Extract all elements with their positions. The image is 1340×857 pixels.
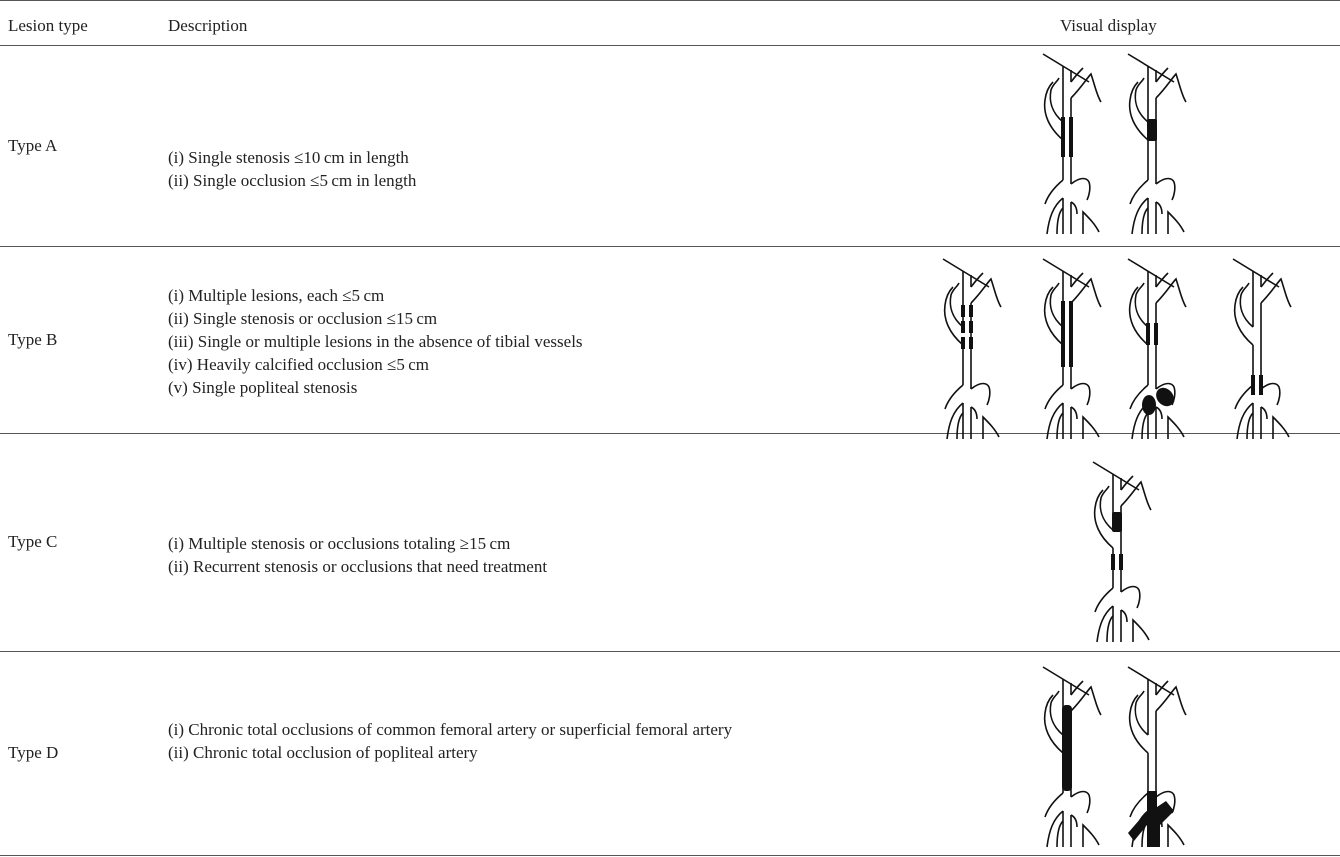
diagram-d2 (1127, 666, 1187, 848)
diagram-b4 (1232, 258, 1292, 440)
rule (0, 855, 1340, 856)
diagram-d1 (1042, 666, 1102, 848)
item: (v) Single popliteal stenosis (168, 378, 358, 397)
item: (iv) Heavily calcified occlusion ≤5 cm (168, 355, 430, 374)
item: (i) Multiple stenosis or occlusions tota… (168, 534, 511, 553)
diagram-b3 (1127, 258, 1187, 440)
header-cell: Description (168, 16, 248, 35)
item: (ii) Recurrent stenosis or occlusions th… (168, 557, 548, 576)
header-cell: Lesion type (8, 16, 88, 35)
rule (0, 651, 1340, 652)
item: (ii) Chronic total occlusion of poplitea… (168, 743, 478, 762)
diagram-c (1092, 461, 1152, 643)
description: (i) Single stenosis ≤10 cm in length (ii… (168, 146, 908, 192)
item: (ii) Single occlusion ≤5 cm in length (168, 171, 417, 190)
row-label: Type B (8, 330, 58, 349)
row-label: Type C (8, 532, 58, 551)
header-cell: Visual display (1060, 16, 1157, 35)
row-label: Type D (8, 743, 59, 762)
description: (i) Multiple stenosis or occlusions tota… (168, 532, 908, 578)
item: (i) Chronic total occlusions of common f… (168, 720, 733, 739)
description: (i) Chronic total occlusions of common f… (168, 718, 888, 764)
rule (0, 45, 1340, 46)
description: (i) Multiple lesions, each ≤5 cm (ii) Si… (168, 284, 908, 399)
item: (ii) Single stenosis or occlusion ≤15 cm (168, 309, 438, 328)
item: (iii) Single or multiple lesions in the … (168, 332, 583, 351)
rule (0, 0, 1340, 1)
rule (0, 246, 1340, 247)
item: (i) Single stenosis ≤10 cm in length (168, 148, 409, 167)
item: (i) Multiple lesions, each ≤5 cm (168, 286, 385, 305)
rule (0, 433, 1340, 434)
row-label: Type A (8, 136, 58, 155)
diagram-a2 (1127, 53, 1187, 235)
diagram-b1 (942, 258, 1002, 440)
diagram-a1 (1042, 53, 1102, 235)
diagram-b2 (1042, 258, 1102, 440)
